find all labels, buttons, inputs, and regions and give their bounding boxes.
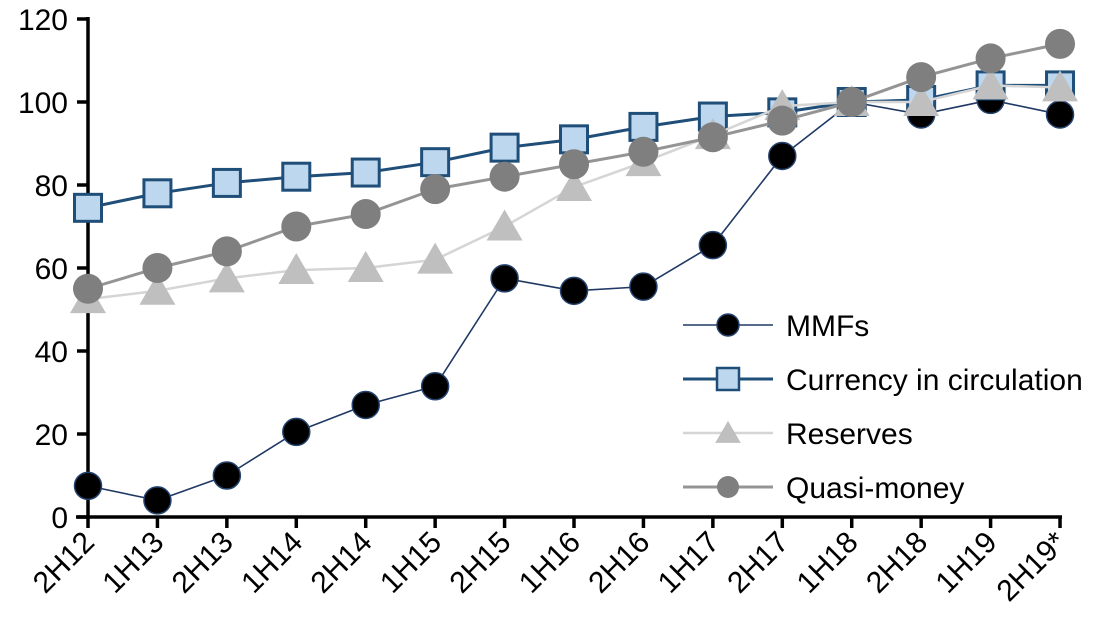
data-point-mmfs [559,276,589,306]
data-point-quasi-money [767,105,798,136]
data-point-quasi-money [211,236,242,267]
y-axis-label: 120 [18,4,68,37]
x-axis-label: 1H17 [652,526,726,600]
legend-item-currency-in-circulation: Currency in circulation [683,364,1083,397]
legend-marker-mmfs [716,313,740,337]
data-point-quasi-money [559,149,590,180]
data-point-reserves [208,261,245,293]
x-axis-label: 1H18 [791,526,865,600]
data-point-quasi-money [906,62,937,93]
data-point-currency-in-circulation [559,124,590,155]
legend: MMFs Currency in circulation Reserves Quasi… [683,310,1083,505]
legend-marker-quasi-money [717,476,739,498]
data-point-reserves [903,84,940,116]
data-point-currency-in-circulation [489,132,520,163]
y-axis-label: 20 [35,419,68,452]
data-point-mmfs [73,471,103,501]
x-axis-label: 2H14 [305,526,379,600]
legend-item-reserves: Reserves [683,418,913,451]
data-point-currency-in-circulation [142,178,173,209]
data-point-currency-in-circulation [350,157,381,188]
data-point-quasi-money [420,174,451,205]
data-point-mmfs [212,461,242,490]
data-point-mmfs [351,390,380,420]
data-point-reserves [278,253,315,285]
x-axis-label: 1H19 [929,526,1003,600]
data-point-currency-in-circulation [420,147,451,178]
data-point-quasi-money [697,122,728,153]
y-axis-label: 60 [35,253,68,286]
data-point-reserves [972,68,1009,100]
data-point-reserves [486,209,523,241]
x-axis-label: 2H17 [721,526,795,600]
data-point-mmfs [143,486,172,515]
y-axis-label: 0 [51,502,68,535]
legend-label-mmfs: MMFs [786,310,869,343]
legend-item-mmfs: MMFs [683,310,869,343]
x-axis-label: 1H13 [96,526,170,600]
x-axis-label: 1H14 [235,526,309,600]
data-point-currency-in-circulation [281,161,312,192]
x-axis-label: 2H16 [582,526,656,600]
x-axis-label: 2H13 [166,526,240,600]
legend-item-quasi-money: Quasi-money [683,472,964,505]
x-axis-label: 2H15 [443,526,517,600]
legend-label-reserves: Reserves [786,418,913,451]
data-point-reserves [347,250,384,282]
data-point-reserves [1042,70,1078,102]
data-point-quasi-money [281,211,312,242]
legend-label-quasi-money: Quasi-money [786,472,964,505]
data-point-quasi-money [73,273,103,304]
legend-label-currency-in-circulation: Currency in circulation [786,364,1083,397]
data-point-currency-in-circulation [211,167,242,198]
data-point-mmfs [420,372,450,401]
data-point-quasi-money [628,136,659,167]
x-axis-label: 2H18 [860,526,934,600]
data-point-mmfs [768,141,797,171]
y-axis-label: 100 [18,87,68,120]
data-point-currency-in-circulation [73,192,103,223]
y-axis-label: 80 [35,170,68,203]
data-point-quasi-money [142,253,173,283]
x-axis-label: 1H15 [374,526,448,600]
data-point-mmfs [490,264,519,293]
data-point-mmfs [282,417,311,447]
x-axis-label: 2H19* [991,525,1074,608]
data-point-quasi-money [489,161,520,192]
data-point-quasi-money [1045,28,1076,59]
y-axis-label: 40 [35,336,68,369]
data-point-quasi-money [975,43,1006,74]
legend-marker-currency-in-circulation [715,366,741,392]
x-axis-label: 2H12 [27,526,101,600]
data-point-quasi-money [350,199,381,230]
data-point-reserves [139,273,176,305]
data-point-mmfs [698,230,728,260]
data-point-quasi-money [836,87,867,117]
data-point-reserves [417,242,454,274]
data-point-mmfs [1045,100,1075,129]
data-point-mmfs [629,272,658,301]
series-quasi-money [73,28,1076,304]
data-point-currency-in-circulation [628,111,659,142]
x-axis-label: 1H16 [513,526,587,600]
data-point-reserves [556,170,592,202]
legend-marker-reserves [715,420,741,443]
